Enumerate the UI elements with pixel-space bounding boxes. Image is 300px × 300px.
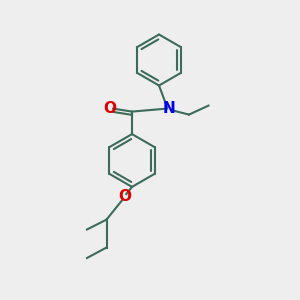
Text: O: O	[118, 189, 131, 204]
Text: O: O	[103, 101, 116, 116]
Text: N: N	[163, 101, 176, 116]
